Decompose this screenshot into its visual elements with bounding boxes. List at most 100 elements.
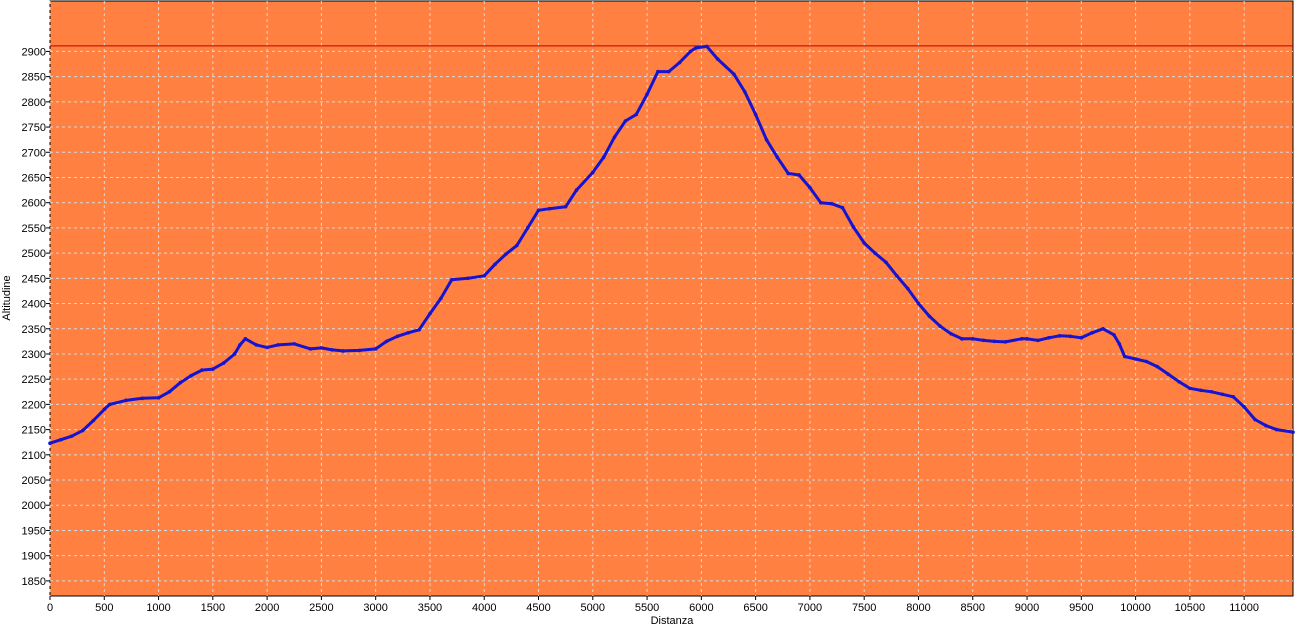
- data-point: [1253, 417, 1257, 422]
- data-point: [395, 334, 400, 339]
- data-point: [1046, 336, 1051, 340]
- data-point: [732, 72, 736, 76]
- data-point: [107, 402, 112, 407]
- y-tick-label: 2900: [22, 46, 46, 58]
- data-point: [938, 324, 942, 329]
- data-point: [439, 296, 443, 301]
- data-point: [1117, 342, 1122, 346]
- x-tick-label: 8500: [961, 602, 985, 614]
- data-point: [574, 188, 579, 192]
- data-point: [829, 201, 834, 206]
- data-point: [48, 441, 52, 446]
- data-point: [1079, 336, 1084, 340]
- x-tick-label: 11000: [1229, 602, 1259, 614]
- y-axis-ticks: 1850 1900 1950 2000 2050 2100 2150 2200 2250 2300…: [22, 46, 50, 588]
- data-point: [428, 311, 432, 316]
- data-point: [91, 418, 96, 423]
- x-tick-label: 10000: [1120, 602, 1151, 614]
- y-tick-label: 2100: [22, 450, 46, 462]
- series-layer: [48, 44, 1295, 446]
- data-point: [357, 348, 362, 353]
- x-tick-label: 5500: [635, 602, 659, 614]
- data-point: [1122, 354, 1127, 359]
- data-point: [69, 434, 74, 438]
- data-point: [124, 398, 128, 403]
- y-tick-label: 2600: [22, 198, 46, 210]
- data-point: [1177, 379, 1181, 384]
- data-point: [102, 407, 107, 412]
- data-point: [656, 69, 660, 74]
- data-point: [786, 171, 791, 176]
- x-tick-label: 4500: [526, 602, 550, 614]
- data-point: [406, 330, 411, 335]
- data-point: [1155, 364, 1160, 369]
- data-point: [1188, 386, 1192, 391]
- y-tick-label: 2250: [22, 374, 46, 386]
- data-point: [504, 252, 508, 256]
- data-point: [140, 396, 145, 401]
- data-point: [482, 274, 487, 278]
- y-tick-label: 2650: [22, 172, 46, 184]
- data-point: [547, 206, 552, 211]
- data-point: [276, 343, 280, 347]
- data-point: [992, 339, 997, 344]
- x-axis-title: Distanza: [651, 615, 695, 627]
- data-point: [1209, 389, 1214, 394]
- data-point: [493, 262, 497, 267]
- data-point: [178, 380, 183, 385]
- data-point: [156, 396, 161, 400]
- data-point: [634, 112, 639, 117]
- data-point: [862, 241, 866, 245]
- data-point: [536, 208, 541, 213]
- data-point: [384, 339, 389, 344]
- data-point: [873, 251, 877, 255]
- data-point: [808, 185, 812, 190]
- data-point: [1057, 334, 1062, 338]
- x-tick-label: 1000: [146, 602, 170, 614]
- data-point: [797, 173, 801, 177]
- data-point: [1220, 392, 1225, 397]
- x-tick-label: 8000: [906, 602, 930, 614]
- data-point: [916, 301, 921, 306]
- data-point: [753, 112, 758, 117]
- data-point: [981, 338, 986, 343]
- y-tick-label: 2550: [22, 223, 46, 235]
- data-point: [1003, 340, 1008, 344]
- data-point: [1242, 405, 1246, 409]
- data-point: [59, 437, 63, 442]
- x-axis-ticks: 0 500 1000 1500 2000 2500 3000 3500 4000 4500 5000…: [47, 596, 1259, 614]
- y-tick-label: 2750: [22, 122, 46, 134]
- x-tick-label: 7500: [852, 602, 876, 614]
- y-tick-label: 2800: [22, 97, 46, 109]
- data-point: [449, 278, 454, 282]
- y-tick-label: 2300: [22, 349, 46, 361]
- data-point: [1133, 357, 1138, 361]
- data-point: [927, 314, 932, 318]
- data-point: [211, 367, 215, 371]
- data-point: [1112, 333, 1116, 337]
- data-point: [1101, 326, 1105, 331]
- data-point: [623, 119, 628, 123]
- x-tick-label: 4000: [472, 602, 496, 614]
- x-tick-label: 5000: [581, 602, 605, 614]
- data-point: [775, 155, 780, 160]
- data-point: [840, 205, 845, 210]
- data-point: [319, 346, 324, 350]
- data-point: [254, 343, 259, 347]
- data-point: [688, 49, 693, 54]
- x-tick-label: 7000: [798, 602, 822, 614]
- x-tick-label: 2500: [309, 602, 333, 614]
- data-point: [1090, 330, 1094, 335]
- data-point: [949, 331, 953, 336]
- data-point: [243, 337, 248, 341]
- x-tick-label: 2000: [255, 602, 279, 614]
- data-point: [1264, 423, 1268, 428]
- data-point: [645, 92, 649, 97]
- y-tick-label: 2450: [22, 273, 46, 285]
- data-point: [265, 345, 269, 350]
- y-tick-label: 2500: [22, 248, 46, 260]
- y-tick-label: 2050: [22, 475, 46, 487]
- y-tick-label: 1950: [22, 525, 46, 537]
- x-tick-label: 10500: [1175, 602, 1206, 614]
